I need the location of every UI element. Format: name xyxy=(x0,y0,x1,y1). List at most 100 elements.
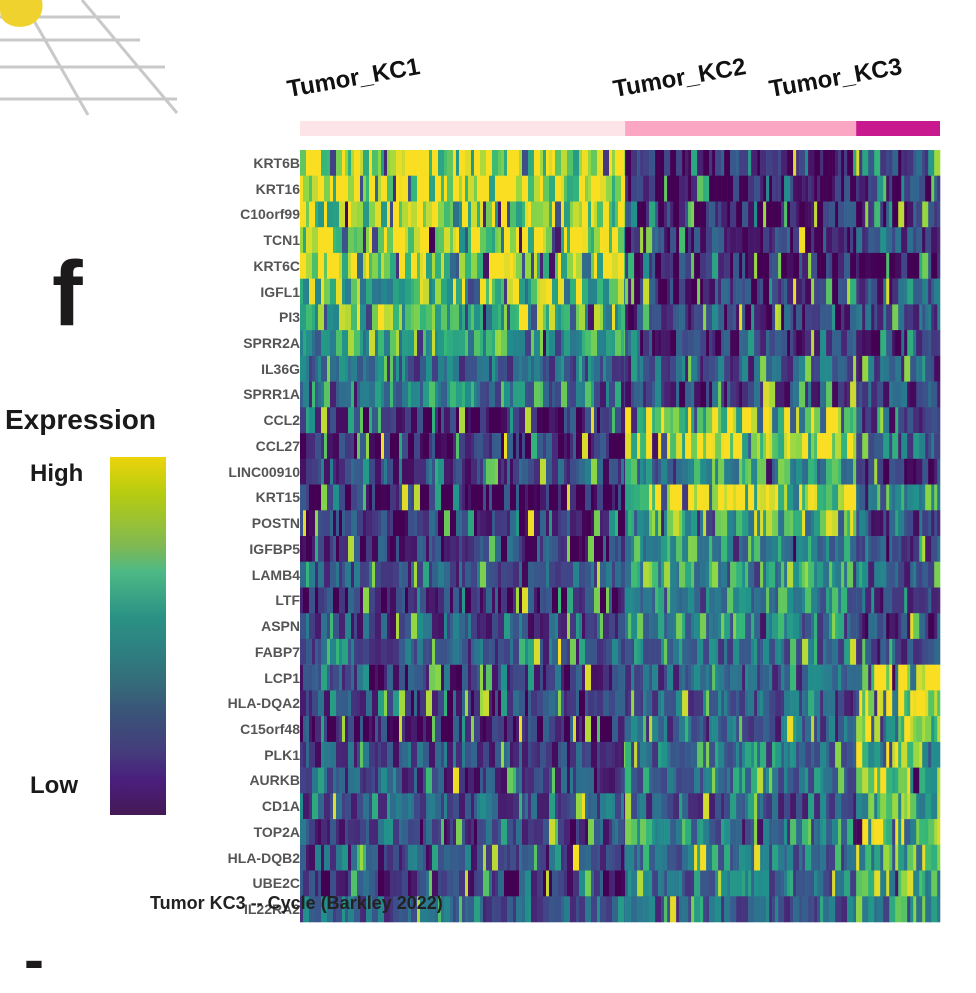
heatmap-cell xyxy=(718,639,724,665)
heatmap-cell xyxy=(874,227,880,253)
heatmap-cell xyxy=(706,742,709,768)
heatmap-cell xyxy=(898,768,904,794)
heatmap-cell xyxy=(808,536,811,562)
heatmap-cell xyxy=(357,279,360,305)
heatmap-cell xyxy=(637,768,643,794)
heatmap-cell xyxy=(760,176,763,202)
heatmap-cell xyxy=(829,253,832,279)
heatmap-cell xyxy=(877,356,880,382)
heatmap-cell xyxy=(895,562,898,588)
heatmap-cell xyxy=(579,871,585,897)
heatmap-cell xyxy=(372,768,375,794)
heatmap-row xyxy=(300,227,940,253)
heatmap-cell xyxy=(372,227,378,253)
heatmap-cell xyxy=(913,768,919,794)
heatmap-cell xyxy=(829,742,835,768)
heatmap-cell xyxy=(597,562,600,588)
gene-label: ASPN xyxy=(261,619,300,633)
heatmap-cell xyxy=(916,356,919,382)
heatmap-cell xyxy=(330,150,336,176)
heatmap-cell xyxy=(862,562,868,588)
heatmap-cell xyxy=(456,896,459,922)
heatmap-cell xyxy=(495,690,498,716)
heatmap-cell xyxy=(588,793,591,819)
heatmap-cell xyxy=(471,459,477,485)
heatmap-cell xyxy=(763,227,769,253)
heatmap-cell xyxy=(402,382,408,408)
heatmap-cell xyxy=(787,819,790,845)
heatmap-cell xyxy=(709,176,715,202)
heatmap-cell xyxy=(318,253,324,279)
heatmap-cell xyxy=(760,433,763,459)
heatmap-cell xyxy=(546,536,549,562)
heatmap-cell xyxy=(450,716,453,742)
heatmap-cell xyxy=(835,845,841,871)
heatmap-cell xyxy=(402,433,408,459)
heatmap-cell xyxy=(697,433,703,459)
heatmap-cell xyxy=(880,562,886,588)
heatmap-cell xyxy=(336,330,342,356)
heatmap-cell xyxy=(420,793,426,819)
heatmap-cell xyxy=(420,176,423,202)
heatmap-cell xyxy=(411,253,417,279)
heatmap-cell xyxy=(844,510,847,536)
heatmap-cell xyxy=(411,613,417,639)
heatmap-cell xyxy=(637,433,640,459)
heatmap-cell xyxy=(483,690,489,716)
heatmap-cell xyxy=(465,407,468,433)
heatmap-cell xyxy=(850,279,856,305)
heatmap-cell xyxy=(868,690,874,716)
heatmap-cell xyxy=(742,459,745,485)
heatmap-cell xyxy=(817,459,820,485)
heatmap-cell xyxy=(784,639,790,665)
heatmap-cell xyxy=(591,485,594,511)
heatmap-cell xyxy=(447,819,450,845)
heatmap-cell xyxy=(889,382,892,408)
heatmap-cell xyxy=(621,639,625,665)
heatmap-cell xyxy=(345,716,348,742)
heatmap-cell xyxy=(303,742,306,768)
heatmap-cell xyxy=(555,896,561,922)
heatmap-cell xyxy=(309,356,312,382)
heatmap-cell xyxy=(820,690,823,716)
heatmap-cell xyxy=(787,562,793,588)
heatmap-cell xyxy=(721,588,727,614)
heatmap-cell xyxy=(628,356,631,382)
heatmap-cell xyxy=(763,202,766,228)
heatmap-cell xyxy=(399,459,402,485)
heatmap-cell xyxy=(576,690,579,716)
heatmap-cell xyxy=(661,742,667,768)
heatmap-cell xyxy=(618,819,624,845)
heatmap-cell xyxy=(603,407,609,433)
heatmap-cell xyxy=(618,896,624,922)
heatmap-cell xyxy=(447,304,450,330)
heatmap-cell xyxy=(778,536,781,562)
heatmap-cell xyxy=(766,742,772,768)
heatmap-cell xyxy=(691,665,694,691)
heatmap-cell xyxy=(567,588,573,614)
heatmap-cell xyxy=(799,896,802,922)
heatmap-cell xyxy=(937,588,940,614)
heatmap-cell xyxy=(736,485,739,511)
heatmap-cell xyxy=(760,588,766,614)
heatmap-cell xyxy=(558,742,561,768)
heatmap-cell xyxy=(414,665,417,691)
heatmap-cell xyxy=(555,690,558,716)
heatmap-cell xyxy=(345,202,348,228)
heatmap-cell xyxy=(757,793,760,819)
heatmap-cell xyxy=(474,639,480,665)
heatmap-cell xyxy=(474,690,480,716)
heatmap-cell xyxy=(456,279,462,305)
heatmap-cell xyxy=(871,382,877,408)
heatmap-cell xyxy=(528,639,534,665)
heatmap-cell xyxy=(898,588,904,614)
heatmap-cell xyxy=(402,562,408,588)
heatmap-cell xyxy=(916,253,919,279)
heatmap-cell xyxy=(591,150,597,176)
heatmap-cell xyxy=(342,150,345,176)
heatmap-cell xyxy=(522,819,528,845)
heatmap-cell xyxy=(420,588,426,614)
heatmap-cell xyxy=(643,896,649,922)
heatmap-cell xyxy=(769,613,772,639)
heatmap-cell xyxy=(937,304,940,330)
